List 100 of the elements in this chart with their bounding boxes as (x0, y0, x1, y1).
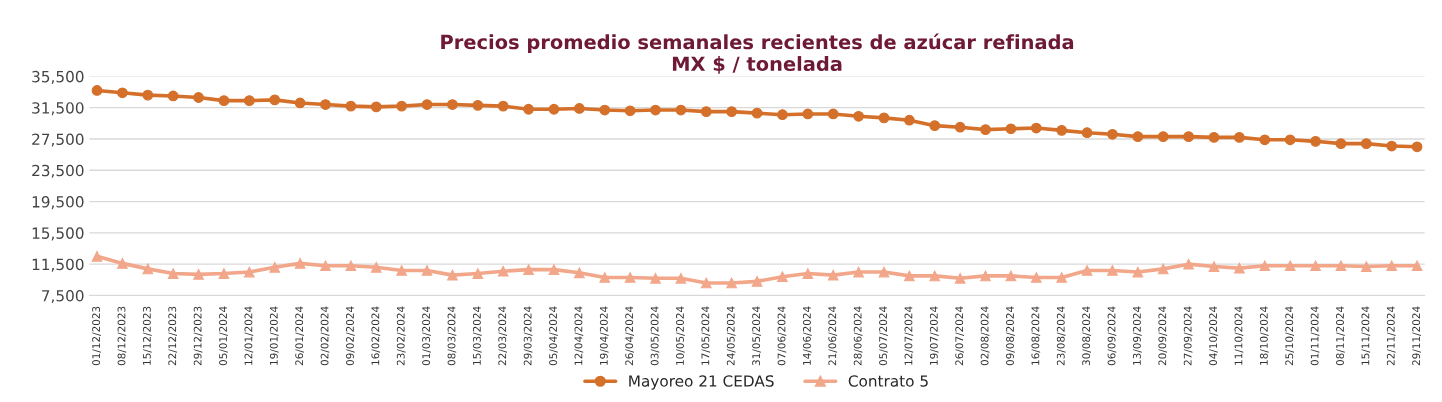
point (345, 260, 357, 272)
x-tick-label: 19/07/2024 (929, 306, 939, 365)
point (751, 107, 763, 119)
x-tick-label: 10/05/2024 (676, 306, 685, 365)
point (1056, 272, 1068, 283)
legend-label: Mayoreo 21 CEDAS (629, 375, 774, 390)
x-tick-label: 22/11/2024 (1386, 306, 1396, 366)
point (624, 105, 636, 117)
x-tick-label: 23/02/2024 (396, 306, 406, 366)
point (1107, 265, 1118, 276)
x-tick-label: 02/08/2024 (980, 306, 990, 366)
point (878, 112, 890, 124)
x-tick-label: 17/05/2024 (701, 306, 711, 365)
x-tick-label: 08/12/2023 (117, 306, 127, 366)
point (853, 110, 864, 122)
x-tick-label: 06/09/2024 (1107, 306, 1117, 366)
x-tick-label: 25/10/2024 (1285, 306, 1294, 366)
point (650, 104, 661, 116)
point (700, 106, 712, 117)
point (1386, 140, 1398, 152)
x-tick-label: 03/05/2024 (650, 306, 660, 366)
point (1360, 261, 1372, 272)
point (1259, 134, 1271, 146)
point (1360, 138, 1372, 150)
point (1183, 258, 1194, 270)
point (497, 265, 509, 277)
x-tick-label: 29/03/2024 (523, 306, 533, 366)
x-tick-label: 12/04/2024 (574, 306, 584, 365)
point (599, 272, 611, 283)
point (980, 270, 991, 282)
x-tick-label: 28/06/2024 (853, 306, 863, 366)
point (117, 87, 128, 99)
x-tick-label: 13/09/2024 (1132, 306, 1142, 365)
x-tick-label: 26/01/2024 (295, 306, 304, 366)
x-tick-label: 04/10/2024 (1209, 306, 1218, 366)
x-tick-label: 19/04/2024 (599, 306, 609, 365)
x-tick-label: 31/05/2024 (752, 306, 761, 366)
x-tick-label: 01/11/2024 (1310, 306, 1320, 366)
point (1056, 124, 1068, 136)
x-tick-label: 27/09/2024 (1183, 306, 1193, 366)
point (1157, 131, 1169, 143)
x-tick-label: 30/08/2024 (1082, 306, 1091, 366)
x-tick-label: 15/11/2024 (1361, 306, 1371, 365)
point (1107, 128, 1118, 140)
x-tick-label: 09/02/2024 (346, 306, 355, 366)
x-tick-label: 16/02/2024 (371, 306, 381, 365)
point (751, 276, 763, 287)
point (954, 121, 966, 133)
x-tick-label: 19/01/2024 (269, 306, 279, 365)
point (1183, 131, 1194, 143)
point (218, 95, 230, 107)
point (929, 270, 941, 282)
point (117, 258, 128, 269)
point (777, 109, 788, 121)
point (370, 261, 382, 273)
x-tick-label: 05/07/2024 (879, 306, 888, 366)
y-tick-label: 27,500 (32, 133, 84, 147)
point (447, 99, 458, 110)
x-tick-label: 26/04/2024 (625, 306, 634, 366)
point (243, 266, 255, 278)
point (1411, 141, 1423, 153)
x-tick-label: 15/12/2023 (142, 306, 152, 365)
point (218, 268, 230, 279)
point (91, 85, 103, 96)
point (1335, 260, 1347, 272)
point (447, 269, 458, 281)
point (650, 272, 661, 284)
point (777, 271, 788, 283)
point (903, 270, 915, 282)
x-tick-label: 05/01/2024 (219, 306, 228, 366)
point (1208, 132, 1220, 143)
point (472, 99, 484, 111)
point (954, 272, 966, 284)
y-tick-label: 11,500 (32, 258, 84, 272)
x-tick-label: 22/12/2023 (168, 306, 178, 366)
point (827, 269, 839, 281)
point (802, 268, 814, 279)
point (1005, 270, 1017, 282)
point (1284, 134, 1296, 146)
x-tick-label: 01/03/2024 (422, 306, 431, 366)
point (269, 94, 281, 106)
point (497, 100, 509, 112)
point (370, 101, 382, 113)
point (1005, 123, 1017, 135)
point (599, 104, 611, 116)
point (573, 267, 585, 279)
point (1030, 272, 1042, 283)
point (726, 106, 738, 117)
x-tick-label: 12/01/2024 (244, 306, 254, 365)
point (802, 108, 814, 120)
legend-label: Contrato 5 (848, 375, 928, 387)
point (320, 99, 331, 110)
y-tick-label: 35,500 (32, 70, 84, 84)
point (548, 103, 560, 115)
point (1310, 135, 1321, 147)
point (193, 268, 204, 280)
point (878, 266, 890, 278)
point (675, 272, 687, 284)
x-tick-label: 23/08/2024 (1056, 306, 1066, 366)
point (1234, 262, 1245, 274)
